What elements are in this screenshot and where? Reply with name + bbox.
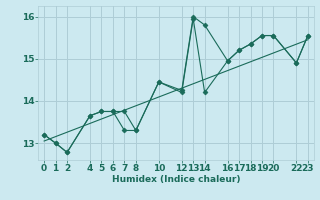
X-axis label: Humidex (Indice chaleur): Humidex (Indice chaleur) [112,175,240,184]
